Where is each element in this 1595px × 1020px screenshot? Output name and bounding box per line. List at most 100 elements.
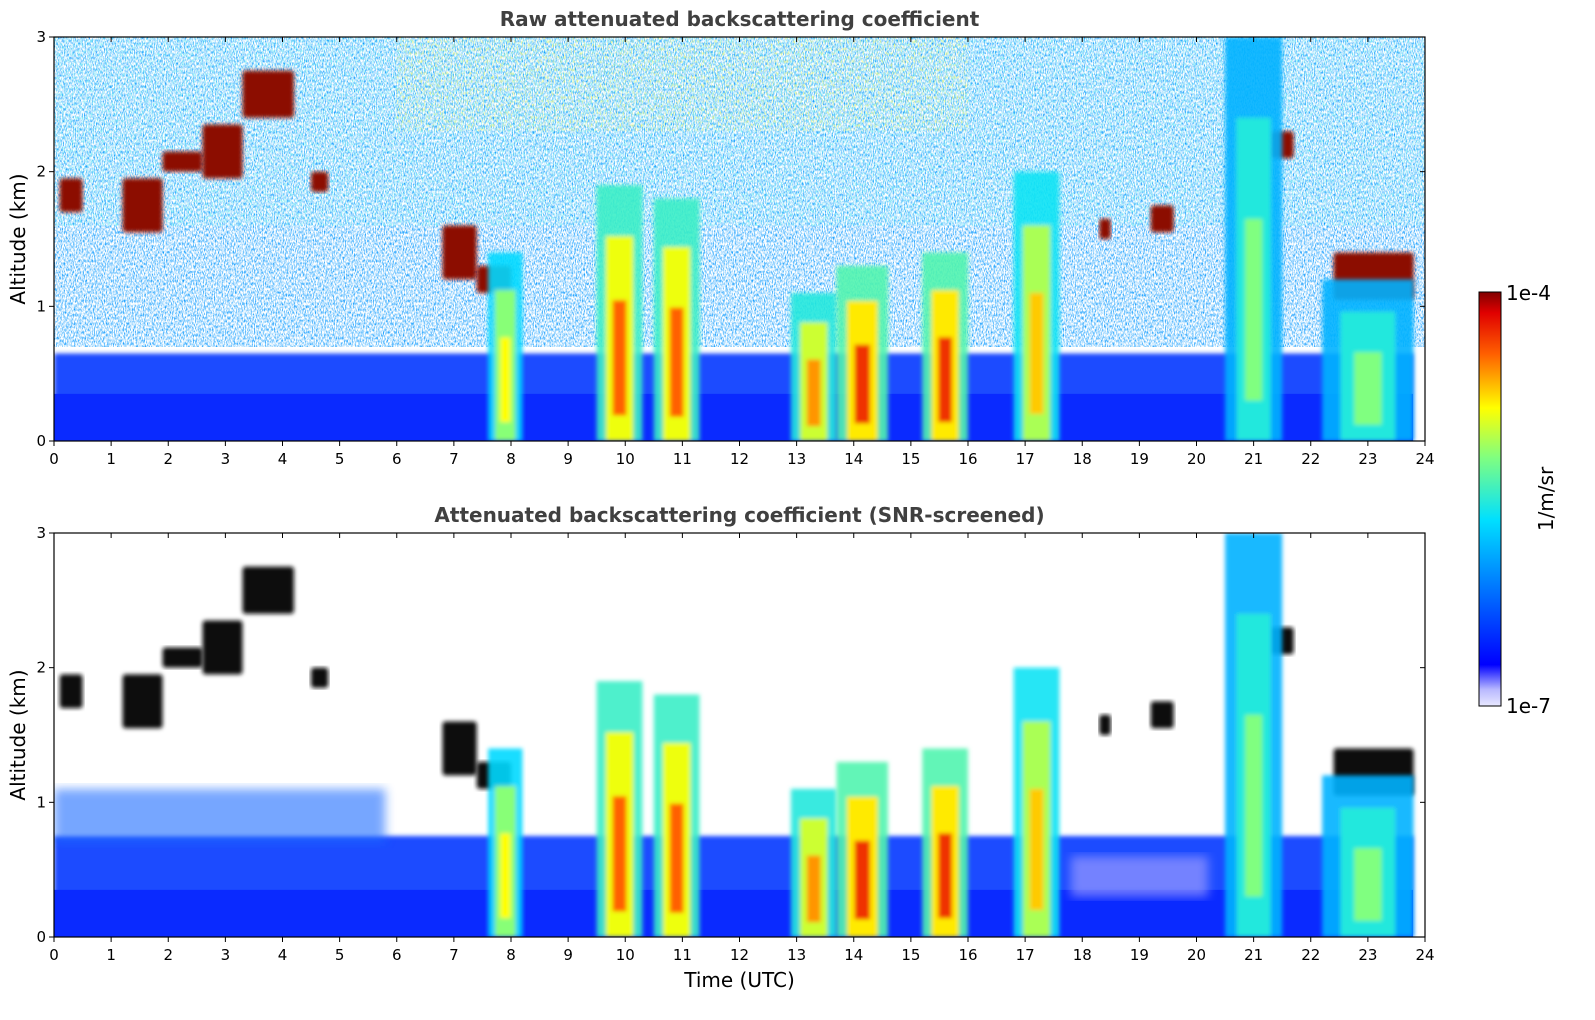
y-tick-label: 1 [36,297,46,315]
cloud-layer-feature [1150,205,1174,233]
plume-feature [1322,279,1414,441]
raw-heatmap [54,37,1425,441]
x-tick-label: 19 [1130,450,1149,468]
x-tick-label: 0 [49,946,59,964]
x-tick-label: 12 [730,946,749,964]
cloud-layer-feature [122,178,163,233]
boundary-layer-core [54,889,1413,937]
raw-panel: Raw attenuated backscattering coefficien… [6,7,1435,468]
cloud-layer-feature [162,151,203,172]
screened-residual [54,788,386,843]
x-tick-label: 7 [449,450,459,468]
x-tick-label: 7 [449,946,459,964]
cloud-layer-feature [1099,218,1111,239]
plume-feature [836,265,889,441]
cloud-layer-feature [162,647,203,668]
plume-feature [790,788,837,937]
plume-feature [790,292,837,441]
x-tick-label: 6 [392,450,402,468]
x-tick-label: 14 [844,450,863,468]
x-tick-label: 20 [1187,946,1206,964]
plume-feature [488,252,523,441]
x-tick-label: 13 [787,450,806,468]
x-tick-label: 17 [1016,450,1035,468]
cloud-layer-feature [311,667,329,688]
x-tick-label: 9 [563,450,573,468]
x-tick-label: 21 [1244,450,1263,468]
x-tick-label: 8 [506,946,516,964]
colorbar: 1e-4 1e-7 1/m/sr [1478,281,1558,718]
x-tick-label: 20 [1187,450,1206,468]
cloud-layer-feature [202,124,243,179]
plume-feature [836,761,889,937]
x-tick-label: 24 [1415,450,1434,468]
y-tick-label: 2 [36,659,46,677]
plume-feature [1013,171,1060,441]
x-tick-label: 12 [730,450,749,468]
x-tick-label: 1 [106,946,116,964]
plume-feature [1013,667,1060,937]
x-tick-label: 3 [221,450,231,468]
y-tick-label: 1 [36,793,46,811]
cloud-layer-feature [442,225,477,280]
cloud-layer-feature [202,620,243,675]
plume-feature [922,252,968,441]
x-tick-label: 4 [278,450,288,468]
x-tick-label: 5 [335,450,345,468]
y-tick-label: 0 [36,432,46,450]
plume-feature [1322,775,1414,937]
screened-panel: Attenuated backscattering coefficient (S… [6,503,1435,992]
plume-feature [653,198,700,441]
x-tick-label: 2 [163,946,173,964]
x-tick-label: 22 [1301,946,1320,964]
plume-feature [1225,533,1283,937]
screened-panel-axes: 0 1 2 3 4 5 6 7 8 9 10 11 12 13 14 15 16 17 18 19 20 21 22 23 24… [36,524,1434,964]
x-tick-label: 8 [506,450,516,468]
plume-feature [653,694,700,937]
cloud-layer-feature [122,674,163,729]
x-tick-label: 4 [278,946,288,964]
raw-panel-ylabel: Altitude (km) [6,173,30,304]
plume-feature [488,748,523,937]
x-tick-label: 10 [616,450,635,468]
x-tick-label: 16 [958,946,977,964]
x-tick-label: 18 [1073,450,1092,468]
y-tick-label: 3 [36,28,46,46]
boundary-layer-core [54,393,1413,441]
x-tick-label: 9 [563,946,573,964]
screened-panel-xlabel: Time (UTC) [683,968,795,992]
x-tick-label: 5 [335,946,345,964]
x-tick-label: 16 [958,450,977,468]
y-tick-label: 2 [36,163,46,181]
screened-heatmap [54,533,1425,937]
x-tick-label: 23 [1358,450,1377,468]
x-tick-label: 15 [901,946,920,964]
plume-feature [922,748,968,937]
x-tick-label: 10 [616,946,635,964]
colorbar-gradient [1478,291,1502,707]
x-tick-label: 6 [392,946,402,964]
cloud-layer-feature [242,566,294,614]
colorbar-unit-label: 1/m/sr [1534,466,1558,531]
x-tick-label: 13 [787,946,806,964]
raw-panel-axes: 0 1 2 3 4 5 6 7 8 9 10 11 12 13 14 15 16 17 18 19 20 21 22 23 24… [36,28,1434,468]
cloud-layer-feature [311,171,329,192]
screened-panel-title: Attenuated backscattering coefficient (S… [434,503,1044,527]
screened-faint-layer [1070,856,1208,897]
colorbar-max-label: 1e-4 [1506,281,1551,305]
cloud-layer-feature [1099,714,1111,735]
noise-yellow [396,37,968,132]
x-tick-label: 23 [1358,946,1377,964]
cloud-layer-feature [242,70,294,118]
x-tick-label: 15 [901,450,920,468]
plume-feature [596,185,643,441]
y-tick-label: 3 [36,524,46,542]
x-tick-label: 11 [673,450,692,468]
plume-feature [1225,37,1283,441]
cloud-layer-feature [1150,701,1174,729]
raw-panel-title: Raw attenuated backscattering coefficien… [500,7,980,31]
x-tick-label: 2 [163,450,173,468]
x-tick-label: 0 [49,450,59,468]
x-tick-label: 18 [1073,946,1092,964]
